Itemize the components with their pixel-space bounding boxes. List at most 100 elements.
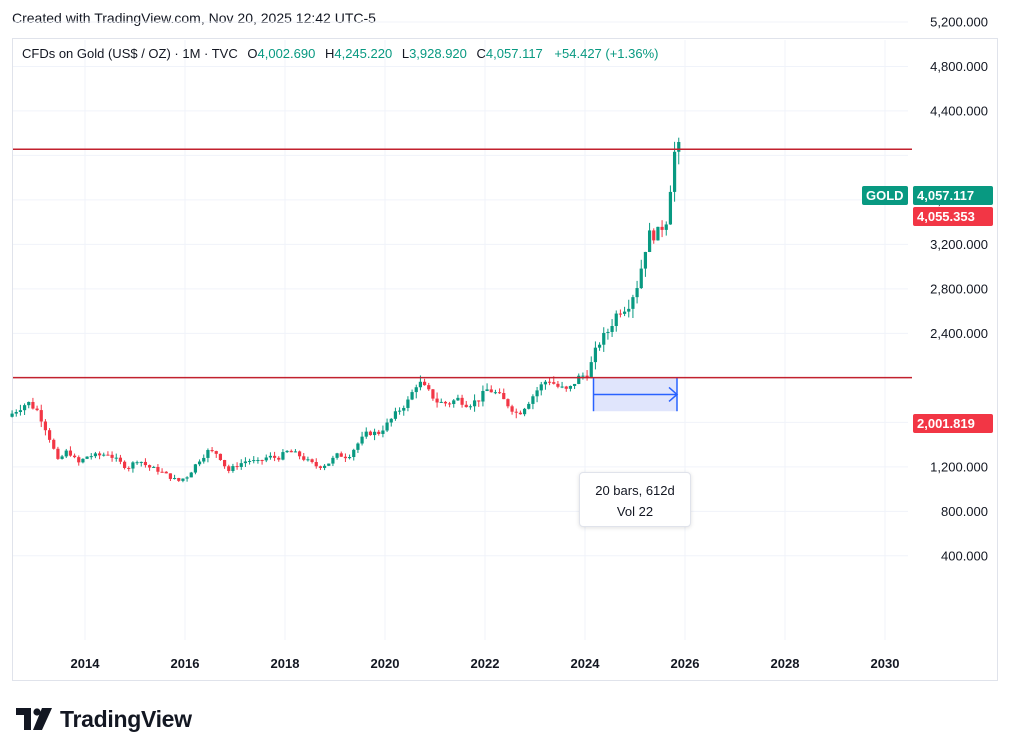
candle-body — [477, 400, 481, 402]
open-value: 4,002.690 — [257, 46, 316, 61]
candle-body — [110, 454, 114, 458]
candle-body — [668, 191, 673, 225]
candle-body — [497, 392, 502, 394]
lower-level-badge: 2,001.819 — [913, 414, 993, 433]
candle-body — [168, 473, 173, 479]
candle-body — [343, 456, 348, 459]
candle-body — [93, 453, 98, 457]
y-tick-label: 2,400.000 — [930, 326, 988, 341]
candle-body — [118, 457, 123, 462]
tradingview-logo-text: TradingView — [60, 705, 192, 732]
x-tick-label: 2016 — [171, 656, 200, 671]
candle-body — [539, 384, 543, 391]
candle-body — [302, 456, 306, 460]
candle-body — [102, 454, 106, 456]
y-tick-label: 800.000 — [941, 504, 988, 519]
candle-body — [422, 381, 427, 386]
candle-body — [47, 430, 52, 440]
candle-body — [506, 399, 510, 407]
candle-body — [210, 450, 214, 452]
candle-body — [606, 331, 610, 333]
candle-body — [143, 461, 148, 466]
candle-body — [181, 478, 185, 481]
symbol-name: CFDs on Gold (US$ / OZ) · 1M · TVC — [22, 46, 238, 61]
candle-body — [72, 455, 77, 458]
candle-body — [202, 457, 206, 462]
candle-body — [427, 385, 431, 390]
candle-body — [160, 471, 164, 473]
candle-body — [585, 375, 589, 378]
candle-body — [510, 406, 514, 412]
candle-body — [106, 454, 110, 456]
candle-body — [639, 268, 643, 289]
candlestick-series — [10, 137, 681, 483]
candle-body — [131, 462, 135, 469]
candle-body — [356, 443, 360, 450]
candle-body — [281, 452, 285, 460]
close-value: 4,057.117 — [485, 46, 543, 61]
candle-body — [560, 386, 564, 388]
x-tick-label: 2014 — [71, 656, 101, 671]
candle-body — [631, 297, 635, 309]
candle-body — [622, 311, 627, 314]
open-label: O — [247, 46, 258, 61]
chart-frame — [12, 38, 998, 681]
candle-body — [439, 401, 443, 403]
candle-body — [18, 410, 23, 413]
candle-body — [268, 455, 273, 458]
candle-body — [27, 401, 31, 406]
candle-body — [672, 151, 677, 192]
candle-body — [218, 453, 223, 461]
symbol-legend: CFDs on Gold (US$ / OZ) · 1M · TVC O4,00… — [22, 46, 659, 61]
x-tick-label: 2030 — [871, 656, 900, 671]
candle-body — [264, 457, 268, 461]
candle-body — [147, 465, 152, 468]
close-label: C — [476, 46, 486, 61]
candle-body — [322, 465, 327, 468]
measure-vol-text: Vol 22 — [616, 504, 654, 519]
candle-body — [677, 141, 681, 152]
candle-body — [522, 408, 527, 415]
change-value: +54.427 (+1.36%) — [554, 46, 659, 61]
tradingview-logo[interactable]: TradingView — [16, 704, 192, 734]
candle-body — [227, 466, 231, 472]
candle-body — [535, 390, 539, 397]
candle-body — [81, 458, 85, 463]
candle-body — [352, 449, 356, 458]
candle-body — [285, 450, 289, 453]
candle-body — [660, 226, 664, 230]
candle-body — [368, 431, 373, 436]
candle-body — [256, 460, 260, 462]
candle-body — [556, 383, 560, 387]
candle-body — [122, 461, 127, 468]
candle-body — [372, 431, 377, 436]
candle-body — [327, 463, 331, 466]
candle-body — [197, 461, 202, 465]
y-tick-label: 5,200.000 — [930, 14, 988, 29]
candle-body — [152, 466, 156, 468]
candle-body — [577, 375, 581, 384]
x-tick-label: 2018 — [271, 656, 300, 671]
candle-body — [389, 418, 393, 423]
candle-body — [85, 456, 89, 459]
candle-body — [60, 456, 64, 459]
candle-body — [260, 460, 264, 462]
candle-body — [652, 230, 656, 241]
x-axis-labels: 2014 2016 2018 2020 2022 2024 2026 2028 2030 — [71, 656, 900, 671]
candle-body — [418, 381, 423, 388]
x-tick-label: 2020 — [371, 656, 400, 671]
candle-body — [68, 450, 73, 456]
y-tick-label: 400.000 — [941, 548, 988, 563]
measure-tool — [592, 377, 679, 412]
candle-body — [39, 410, 43, 422]
candle-body — [610, 326, 614, 332]
candle-body — [468, 406, 473, 408]
candle-body — [410, 392, 414, 400]
candle-body — [627, 308, 631, 312]
candle-body — [531, 396, 535, 404]
tradingview-logo-icon — [16, 708, 52, 730]
candle-body — [243, 461, 248, 464]
candle-body — [277, 457, 281, 460]
candle-body — [31, 401, 35, 409]
